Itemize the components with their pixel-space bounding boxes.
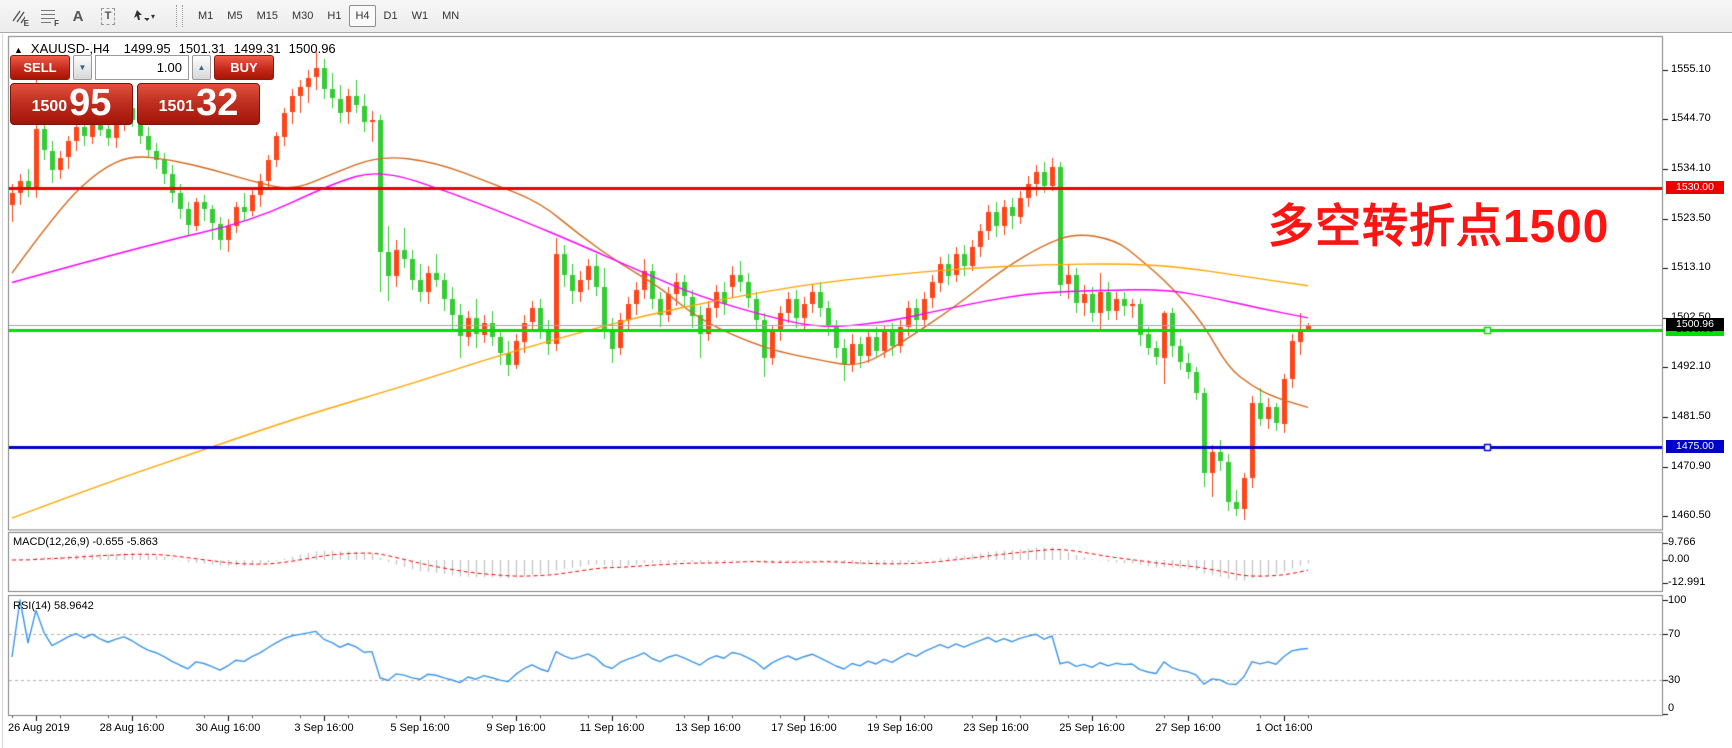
buy-price-pips: 32 [196,82,239,124]
sell-button[interactable]: SELL [10,55,70,80]
buy-price-panel[interactable]: 1501 32 [137,83,260,125]
buy-button[interactable]: BUY [214,55,274,80]
arrow-up-icon: ▲ [197,63,206,72]
arrow-down-icon: ▼ [78,63,87,72]
collapse-arrow-icon: ▲ [14,45,23,55]
chart-title: ▲ XAUUSD-,H4 1499.95 1501.31 1499.31 150… [14,41,336,56]
chart-annotation-text: 多空转折点1500 [1268,200,1610,252]
buy-price-main: 1501 [158,98,195,115]
lot-decrease-button[interactable]: ▼ [73,55,92,80]
open-value: 1499.95 [123,41,171,56]
low-value: 1499.31 [233,41,281,56]
lot-increase-button[interactable]: ▲ [192,55,211,80]
one-click-trading-panel: SELL ▼ ▲ BUY 1500 95 1501 32 [10,55,274,125]
sell-price-pips: 95 [69,82,112,124]
lot-size-input[interactable] [95,55,189,80]
close-value: 1500.96 [288,41,336,56]
high-value: 1501.31 [178,41,226,56]
macd-indicator-label: MACD(12,26,9) -0.655 -5.863 [13,536,158,548]
rsi-indicator-label: RSI(14) 58.9642 [13,600,94,612]
sell-price-main: 1500 [31,98,68,115]
symbol-period-label: XAUUSD-,H4 [30,41,110,56]
sell-price-panel[interactable]: 1500 95 [10,83,133,125]
